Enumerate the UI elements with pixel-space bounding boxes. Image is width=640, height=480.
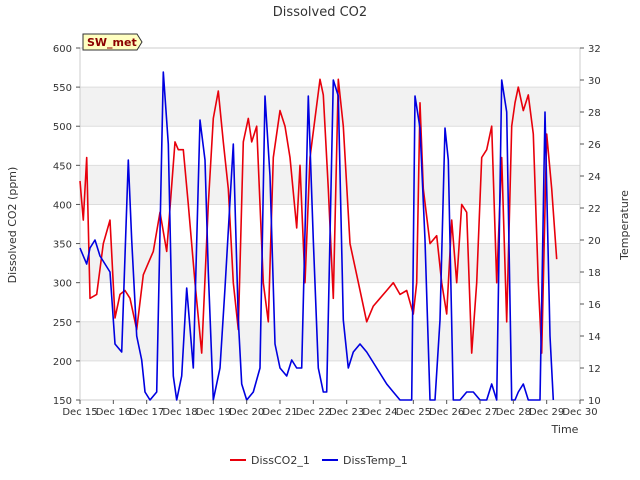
site-badge-box <box>82 33 143 51</box>
y2-tick-label: 24 <box>588 172 601 183</box>
y-axis-label: Dissolved CO2 (ppm) <box>6 167 19 284</box>
x-tick-label: Dec 26 <box>429 407 464 418</box>
y2-tick-label: 14 <box>588 332 601 343</box>
y-tick-label: 500 <box>53 122 72 133</box>
y-axis-ticks: 150 200 250 300 350 400 450 500 550 600 <box>53 44 80 407</box>
chart-title: Dissolved CO2 <box>273 5 367 20</box>
y-tick-label: 350 <box>53 240 72 251</box>
y-tick-label: 250 <box>53 318 72 329</box>
x-tick-label: Dec 15 <box>62 407 97 418</box>
plot-frame <box>79 47 581 401</box>
site-badge: SW_met <box>82 33 143 51</box>
background-band <box>80 87 580 127</box>
y-tick-label: 200 <box>53 357 72 368</box>
legend-label-dissco2: DissCO2_1 <box>251 454 310 467</box>
y2-tick-label: 16 <box>588 300 601 311</box>
background-band <box>80 321 580 361</box>
x-axis-label: Time <box>551 423 579 436</box>
y2-tick-label: 32 <box>588 44 601 55</box>
y-tick-label: 150 <box>53 396 72 407</box>
y2-tick-label: 10 <box>588 396 601 407</box>
y-tick-label: 450 <box>53 161 72 172</box>
x-tick-label: Dec 16 <box>96 407 131 418</box>
y2-tick-label: 30 <box>588 76 601 87</box>
y2-axis-ticks: 10 12 14 16 18 20 22 24 26 28 30 32 <box>580 44 601 407</box>
x-tick-label: Dec 28 <box>496 407 531 418</box>
y2-tick-label: 18 <box>588 268 601 279</box>
y2-tick-label: 26 <box>588 140 601 151</box>
x-tick-label: Dec 30 <box>562 407 597 418</box>
site-badge-label: SW_met <box>87 36 137 49</box>
legend: DissCO2_1 DissTemp_1 <box>230 454 408 467</box>
y-tick-label: 400 <box>53 200 72 211</box>
y2-tick-label: 28 <box>588 108 601 119</box>
y-tick-label: 600 <box>53 44 72 55</box>
series-lines <box>79 71 558 401</box>
x-tick-label: Dec 21 <box>262 407 297 418</box>
y2-tick-label: 20 <box>588 236 601 247</box>
series-line-dissco2-1 <box>79 78 558 354</box>
x-tick-label: Dec 24 <box>362 407 397 418</box>
x-tick-label: Dec 22 <box>296 407 331 418</box>
x-tick-label: Dec 18 <box>162 407 197 418</box>
x-tick-label: Dec 25 <box>396 407 431 418</box>
legend-label-disstemp: DissTemp_1 <box>343 454 408 467</box>
y2-tick-label: 12 <box>588 364 601 375</box>
y-tick-label: 550 <box>53 83 72 94</box>
x-tick-label: Dec 20 <box>229 407 264 418</box>
y2-tick-label: 22 <box>588 204 601 215</box>
x-tick-label: Dec 19 <box>196 407 231 418</box>
x-tick-label: Dec 29 <box>529 407 564 418</box>
y2-axis-label: Temperature <box>618 190 631 261</box>
y-tick-label: 300 <box>53 279 72 290</box>
x-tick-label: Dec 23 <box>329 407 364 418</box>
background-band <box>80 165 580 205</box>
x-tick-label: Dec 17 <box>129 407 164 418</box>
series-line-disstemp-1 <box>79 71 555 401</box>
x-tick-label: Dec 27 <box>462 407 497 418</box>
